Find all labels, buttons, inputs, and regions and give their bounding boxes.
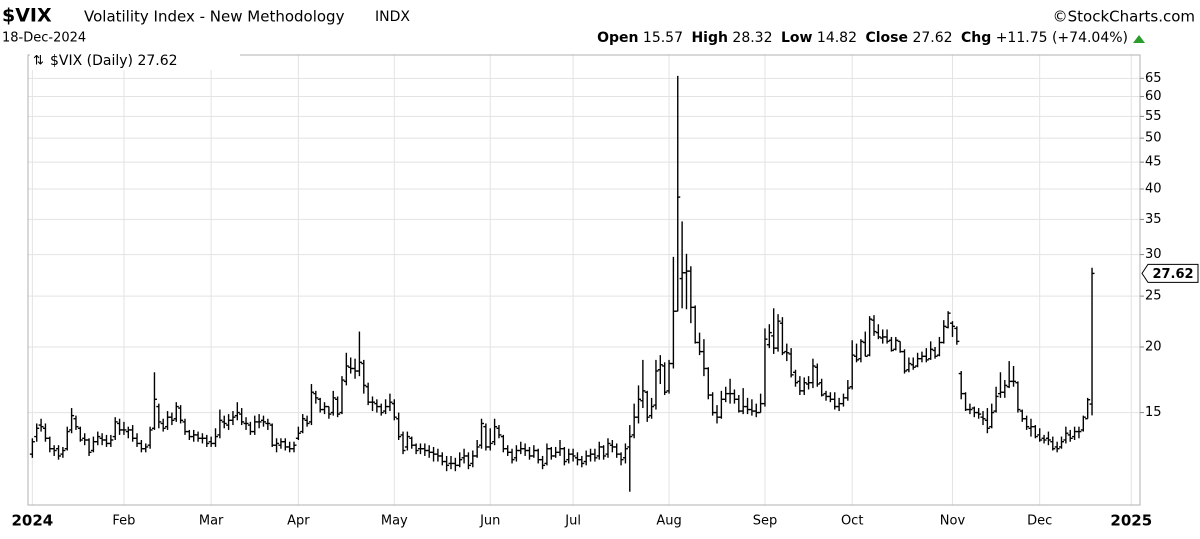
date: 18-Dec-2024: [2, 31, 86, 46]
change-label: Chg: [961, 30, 991, 46]
y-tick-label: 50: [1145, 131, 1162, 146]
close-value: 27.62: [912, 30, 952, 46]
exchange: INDX: [375, 9, 410, 25]
symbol: $VIX: [2, 5, 52, 27]
low-label: Low: [781, 30, 813, 46]
x-tick-label: Sep: [753, 514, 778, 529]
price-tag-label: 27.62: [1152, 267, 1193, 282]
y-tick-label: 45: [1145, 155, 1162, 170]
quote-line: Open 15.57 High 28.32 Low 14.82 Close 27…: [597, 30, 1128, 46]
x-tick-label: Jul: [564, 514, 581, 529]
x-tick-label: 2024: [11, 512, 53, 530]
legend-name: $VIX (Daily): [50, 53, 133, 69]
y-tick-label: 60: [1145, 89, 1162, 104]
open-value: 15.57: [643, 30, 683, 46]
high-label: High: [691, 30, 728, 46]
y-tick-label: 15: [1145, 405, 1162, 420]
y-tick-label: 65: [1145, 71, 1162, 86]
up-arrow: [1133, 35, 1145, 43]
legend-bg: [30, 52, 240, 70]
source: ©StockCharts.com: [1053, 8, 1195, 26]
x-tick-label: Nov: [940, 514, 966, 529]
y-tick-label: 25: [1145, 289, 1162, 304]
y-tick-label: 30: [1145, 247, 1162, 262]
y-tick-label: 20: [1145, 339, 1162, 354]
x-tick-label: Mar: [199, 514, 224, 529]
legend-icon: ⇅: [33, 54, 44, 69]
legend: $VIX (Daily) 27.62: [50, 53, 178, 69]
change-value: +11.75 (+74.04%): [996, 30, 1128, 46]
plot-frame: [27, 54, 1141, 506]
x-tick-label: May: [381, 514, 408, 529]
price-tag: [1141, 263, 1199, 283]
y-tick-label: 35: [1145, 212, 1162, 227]
x-tick-label: Oct: [841, 514, 863, 529]
high-value: 28.32: [732, 30, 772, 46]
x-tick-label: Apr: [287, 514, 310, 529]
x-tick-label: Feb: [112, 514, 135, 529]
y-tick-label: 55: [1145, 109, 1162, 124]
open-label: Open: [597, 30, 638, 46]
x-tick-label: 2025: [1110, 512, 1152, 530]
subtitle: Volatility Index - New Methodology: [84, 8, 345, 26]
low-value: 14.82: [817, 30, 857, 46]
x-tick-label: Jun: [479, 514, 500, 529]
legend-value: 27.62: [137, 53, 177, 69]
x-tick-label: Dec: [1027, 514, 1052, 529]
y-tick-label: 40: [1145, 181, 1162, 196]
x-tick-label: Aug: [656, 514, 681, 529]
grid: [28, 55, 1140, 505]
price-bars: [29, 75, 1095, 492]
close-label: Close: [865, 30, 908, 46]
